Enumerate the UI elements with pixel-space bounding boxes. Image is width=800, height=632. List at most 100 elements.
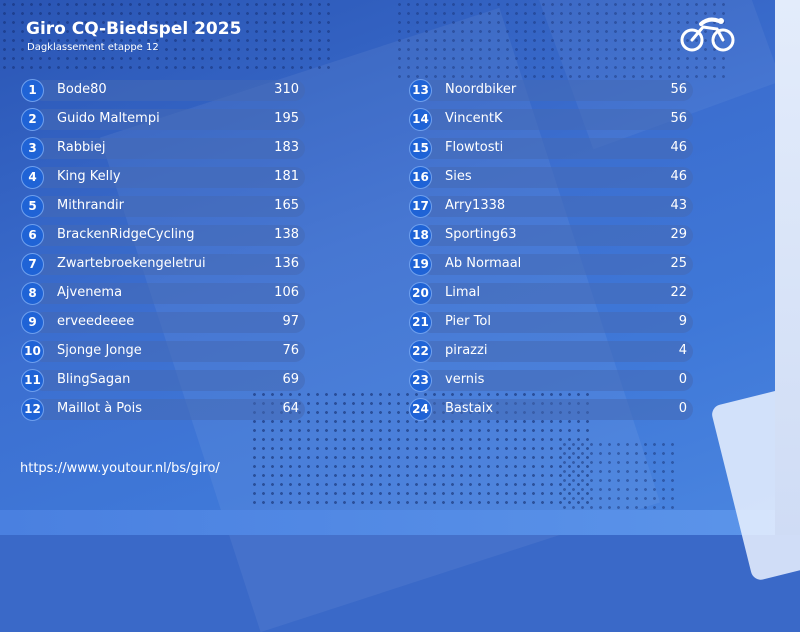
rank-badge: 22 <box>409 340 432 363</box>
row-bar <box>33 80 305 101</box>
rank-badge: 23 <box>409 369 432 392</box>
player-name: VincentK <box>445 111 503 126</box>
player-score: 136 <box>274 256 299 271</box>
player-name: Sies <box>445 169 472 184</box>
player-name: Noordbiker <box>445 82 517 97</box>
player-score: 22 <box>670 285 687 300</box>
player-score: 29 <box>670 227 687 242</box>
rank-badge: 2 <box>21 108 44 131</box>
player-score: 76 <box>282 343 299 358</box>
rank-badge: 13 <box>409 79 432 102</box>
player-score: 97 <box>282 314 299 329</box>
rank-badge: 1 <box>21 79 44 102</box>
row-bar <box>421 312 693 333</box>
row-bar <box>421 370 693 391</box>
player-name: Limal <box>445 285 481 300</box>
rank-badge: 17 <box>409 195 432 218</box>
row-bar <box>421 109 693 130</box>
player-name: Pier Tol <box>445 314 491 329</box>
rank-badge: 14 <box>409 108 432 131</box>
row-bar <box>33 138 305 159</box>
row-bar <box>33 225 305 246</box>
player-name: BrackenRidgeCycling <box>57 227 195 242</box>
row-bar <box>33 254 305 275</box>
player-name: Rabbiej <box>57 140 106 155</box>
player-name: Sjonge Jonge <box>57 343 142 358</box>
player-name: Ajvenema <box>57 285 123 300</box>
player-name: pirazzi <box>445 343 488 358</box>
rank-badge: 20 <box>409 282 432 305</box>
player-score: 46 <box>670 169 687 184</box>
row-bar <box>421 138 693 159</box>
row-bar <box>33 312 305 333</box>
player-name: Arry1338 <box>445 198 506 213</box>
player-score: 138 <box>274 227 299 242</box>
player-score: 4 <box>678 343 687 358</box>
rank-badge: 4 <box>21 166 44 189</box>
rank-badge: 18 <box>409 224 432 247</box>
rank-badge: 16 <box>409 166 432 189</box>
rank-badge: 24 <box>409 398 432 421</box>
row-bar <box>33 399 305 420</box>
player-score: 69 <box>282 372 299 387</box>
row-bar <box>33 109 305 130</box>
rank-badge: 5 <box>21 195 44 218</box>
bottom-strip <box>0 510 800 535</box>
right-edge <box>775 0 800 535</box>
player-name: Zwartebroekengeletrui <box>57 256 206 271</box>
player-score: 165 <box>274 198 299 213</box>
row-bar <box>33 341 305 362</box>
player-score: 43 <box>670 198 687 213</box>
cyclist-logo-icon <box>680 17 735 52</box>
rank-badge: 12 <box>21 398 44 421</box>
rank-badge: 9 <box>21 311 44 334</box>
rank-badge: 6 <box>21 224 44 247</box>
player-name: vernis <box>445 372 485 387</box>
player-score: 9 <box>678 314 687 329</box>
rank-badge: 3 <box>21 137 44 160</box>
player-name: Bode80 <box>57 82 107 97</box>
rank-badge: 7 <box>21 253 44 276</box>
row-bar <box>421 341 693 362</box>
player-score: 56 <box>670 111 687 126</box>
player-name: Maillot à Pois <box>57 401 143 416</box>
page-title: Giro CQ-Biedspel 2025 <box>26 19 242 39</box>
player-name: Guido Maltempi <box>57 111 160 126</box>
player-name: Sporting63 <box>445 227 517 242</box>
row-bar <box>33 283 305 304</box>
player-name: King Kelly <box>57 169 121 184</box>
player-name: Ab Normaal <box>445 256 522 271</box>
footer-url: https://www.youtour.nl/bs/giro/ <box>20 461 220 476</box>
row-bar <box>421 80 693 101</box>
player-score: 56 <box>670 82 687 97</box>
row-bar <box>421 283 693 304</box>
player-name: Mithrandir <box>57 198 124 213</box>
row-bar <box>421 399 693 420</box>
player-name: erveedeeee <box>57 314 135 329</box>
player-score: 0 <box>678 372 687 387</box>
rank-badge: 19 <box>409 253 432 276</box>
player-name: Bastaix <box>445 401 494 416</box>
row-bar <box>421 225 693 246</box>
player-score: 183 <box>274 140 299 155</box>
player-score: 181 <box>274 169 299 184</box>
player-score: 195 <box>274 111 299 126</box>
rank-badge: 21 <box>409 311 432 334</box>
row-bar <box>33 167 305 188</box>
player-score: 46 <box>670 140 687 155</box>
player-score: 25 <box>670 256 687 271</box>
player-score: 64 <box>282 401 299 416</box>
row-bar <box>421 254 693 275</box>
rank-badge: 15 <box>409 137 432 160</box>
player-name: BlingSagan <box>57 372 131 387</box>
player-name: Flowtosti <box>445 140 504 155</box>
row-bar <box>421 196 693 217</box>
page-subtitle: Dagklassement etappe 12 <box>27 42 159 53</box>
rank-badge: 8 <box>21 282 44 305</box>
row-bar <box>421 167 693 188</box>
row-bar <box>33 196 305 217</box>
player-score: 310 <box>274 82 299 97</box>
rank-badge: 11 <box>21 369 44 392</box>
row-bar <box>33 370 305 391</box>
rank-badge: 10 <box>21 340 44 363</box>
